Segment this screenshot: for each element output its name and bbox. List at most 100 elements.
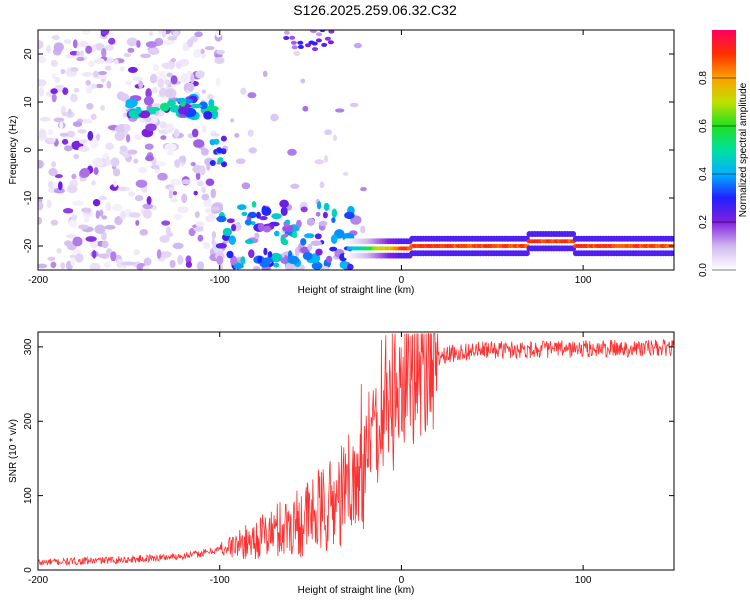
noise-cell (64, 145, 73, 152)
noise-cell (77, 129, 87, 134)
noise-cell (353, 42, 363, 49)
snr-x-label: Height of straight line (km) (298, 585, 415, 596)
cluster-cell (257, 222, 265, 232)
noise-cell (47, 137, 57, 143)
noise-cell (69, 50, 79, 56)
cluster-cell (248, 249, 255, 258)
noise-cell (106, 80, 112, 89)
y-tick-label: 200 (23, 412, 34, 429)
noise-cell (172, 191, 178, 196)
cluster-cell (291, 231, 298, 239)
noise-cell (125, 134, 131, 143)
cluster-cell (256, 211, 261, 219)
noise-cell (169, 178, 182, 186)
noise-cell (145, 88, 152, 99)
noise-cell (149, 115, 158, 125)
noise-cell (146, 196, 152, 205)
noise-cell (143, 257, 152, 266)
noise-cell (154, 168, 160, 174)
cluster-cell (273, 230, 280, 237)
noise-cell (59, 121, 64, 129)
noise-cell (85, 79, 91, 86)
cluster-cell (261, 257, 273, 264)
noise-cell (125, 80, 133, 86)
noise-cell (319, 181, 325, 189)
noise-cell (201, 186, 207, 194)
cluster-cell (311, 261, 323, 270)
cluster-cell (330, 234, 338, 244)
noise-cell (65, 234, 77, 239)
noise-cell (315, 212, 321, 217)
cluster-cell (323, 202, 330, 211)
cluster-cell (329, 246, 338, 252)
noise-cell (51, 93, 57, 103)
y-tick-label: -20 (23, 238, 34, 253)
track-cell (671, 235, 674, 242)
cluster-cell (216, 147, 223, 154)
colorbar-tick-label: 0.2 (698, 215, 709, 229)
noise-cell (210, 132, 220, 137)
noise-cell (132, 76, 144, 82)
noise-cell (290, 183, 300, 189)
noise-cell (38, 201, 44, 211)
cluster-cell (263, 247, 268, 256)
x-tick-label: 0 (399, 575, 405, 586)
noise-cell (105, 142, 114, 150)
noise-cell (181, 193, 188, 204)
cluster-cell (318, 220, 328, 227)
noise-cell (197, 234, 204, 242)
cluster-cell (189, 103, 202, 109)
noise-cell (70, 93, 78, 103)
noise-cell (101, 47, 107, 58)
noise-cell (47, 256, 56, 261)
noise-cell (81, 30, 91, 35)
noise-cell (144, 143, 154, 150)
noise-cell (212, 241, 218, 250)
colorbar-tick-label: 0.8 (698, 71, 709, 85)
y-tick-label: 20 (23, 48, 34, 60)
y-tick-label: 0 (23, 567, 34, 573)
noise-cell (38, 216, 43, 225)
cluster-cell (283, 36, 290, 40)
noise-cell (173, 128, 180, 138)
cluster-cell (327, 40, 334, 45)
noise-cell (170, 198, 178, 203)
cluster-cell (257, 255, 263, 264)
noise-cell (216, 49, 225, 55)
noise-cell (186, 82, 195, 92)
cluster-cell (300, 238, 307, 246)
noise-cell (167, 149, 174, 156)
noise-cell (173, 213, 183, 221)
noise-cell (104, 261, 111, 269)
cluster-cell (241, 211, 248, 217)
noise-cell (287, 148, 297, 156)
noise-cell (64, 240, 73, 247)
noise-cell (161, 62, 173, 69)
noise-cell (138, 166, 147, 174)
noise-cell (139, 228, 149, 236)
noise-cell (195, 171, 201, 181)
noise-cell (73, 153, 80, 160)
noise-cell (51, 161, 57, 168)
cluster-cell (346, 263, 354, 270)
noise-cell (206, 163, 211, 171)
colorbar: 0.0 0.2 0.4 0.6 0.8 Normalized spectral ampl… (698, 30, 749, 277)
noise-cell (161, 30, 167, 38)
noise-cell (204, 46, 215, 51)
noise-cell (135, 194, 144, 202)
noise-cell (161, 220, 171, 226)
cluster-cell (149, 107, 161, 112)
noise-cell (50, 88, 58, 95)
noise-cell (70, 67, 79, 72)
noise-cell (136, 40, 141, 48)
noise-cell (230, 118, 235, 123)
noise-cell (135, 219, 140, 226)
cluster-cell (226, 218, 235, 224)
noise-cell (169, 259, 176, 269)
cluster-cell (273, 262, 280, 268)
cluster-cell (209, 139, 216, 146)
noise-cell (69, 254, 77, 259)
noise-cell (104, 224, 116, 230)
noise-cell (79, 139, 88, 145)
